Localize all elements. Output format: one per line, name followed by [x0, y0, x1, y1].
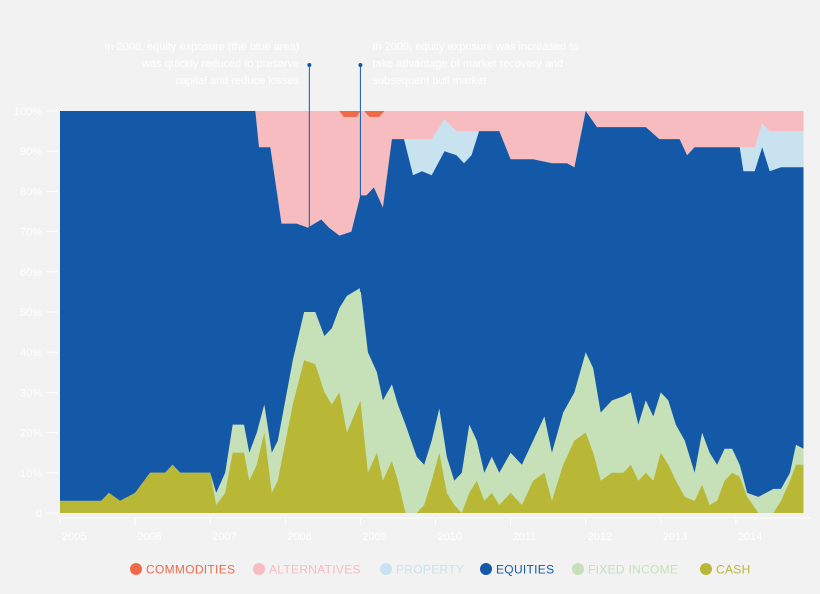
- annotation-text-1: In 2008, equity exposure (the blue area): [104, 41, 299, 53]
- y-tick-label: 60%: [20, 267, 42, 279]
- y-tick-label: 20%: [20, 428, 42, 440]
- area-cash: [60, 360, 804, 513]
- legend-swatch-property: [380, 563, 392, 575]
- legend-swatch-alternatives: [253, 563, 265, 575]
- legend-label-alternatives: ALTERNATIVES: [269, 563, 361, 577]
- x-tick-label: 2009: [362, 531, 386, 543]
- legend-label-fixed-income: FIXED INCOME: [588, 563, 678, 577]
- annotation-text-2: In 2009, equity exposure was increased t…: [372, 41, 578, 53]
- annotation-dot: [307, 63, 312, 67]
- legend-label-commodities: COMMODITIES: [146, 563, 235, 577]
- x-tick-label: 2006: [137, 531, 161, 543]
- y-tick-label: 50%: [20, 307, 42, 319]
- annotation-text-1: was quickly reduced to preserve: [141, 58, 299, 70]
- y-tick-label: 100%: [14, 106, 42, 118]
- x-tick-label: 2014: [738, 531, 762, 543]
- y-tick-label: 40%: [20, 347, 42, 359]
- x-tick-label: 2010: [438, 531, 462, 543]
- y-tick-label: 90%: [20, 146, 42, 158]
- annotation-dot: [358, 63, 363, 67]
- area-fixed-income: [60, 287, 804, 513]
- area-commodities-2: [364, 111, 385, 117]
- x-tick-label: 2011: [513, 531, 537, 543]
- y-tick-label: 80%: [20, 186, 42, 198]
- legend-label-equities: EQUITIES: [496, 563, 554, 577]
- x-tick-label: 2008: [287, 531, 311, 543]
- y-tick-label: 0: [36, 508, 42, 520]
- legend-label-property: PROPERTY: [396, 563, 464, 577]
- annotation-text-2: subsequent bull market: [372, 75, 486, 87]
- area-commodities-1: [339, 111, 361, 117]
- x-tick-label: 2005: [62, 531, 86, 543]
- legend-swatch-commodities: [130, 563, 142, 575]
- annotation-text-1: capital and reduce losses: [175, 75, 300, 87]
- y-tick-label: 30%: [20, 387, 42, 399]
- x-tick-label: 2012: [588, 531, 612, 543]
- legend-label-cash: CASH: [716, 563, 751, 577]
- y-tick-label: 70%: [20, 227, 42, 239]
- y-tick-label: 10%: [20, 468, 42, 480]
- x-tick-label: 2007: [212, 531, 236, 543]
- x-tick-label: 2013: [663, 531, 687, 543]
- legend-swatch-fixed-income: [572, 563, 584, 575]
- legend-swatch-equities: [480, 563, 492, 575]
- legend-swatch-cash: [700, 563, 712, 575]
- annotation-text-2: take advantage of market recovery and: [372, 58, 563, 70]
